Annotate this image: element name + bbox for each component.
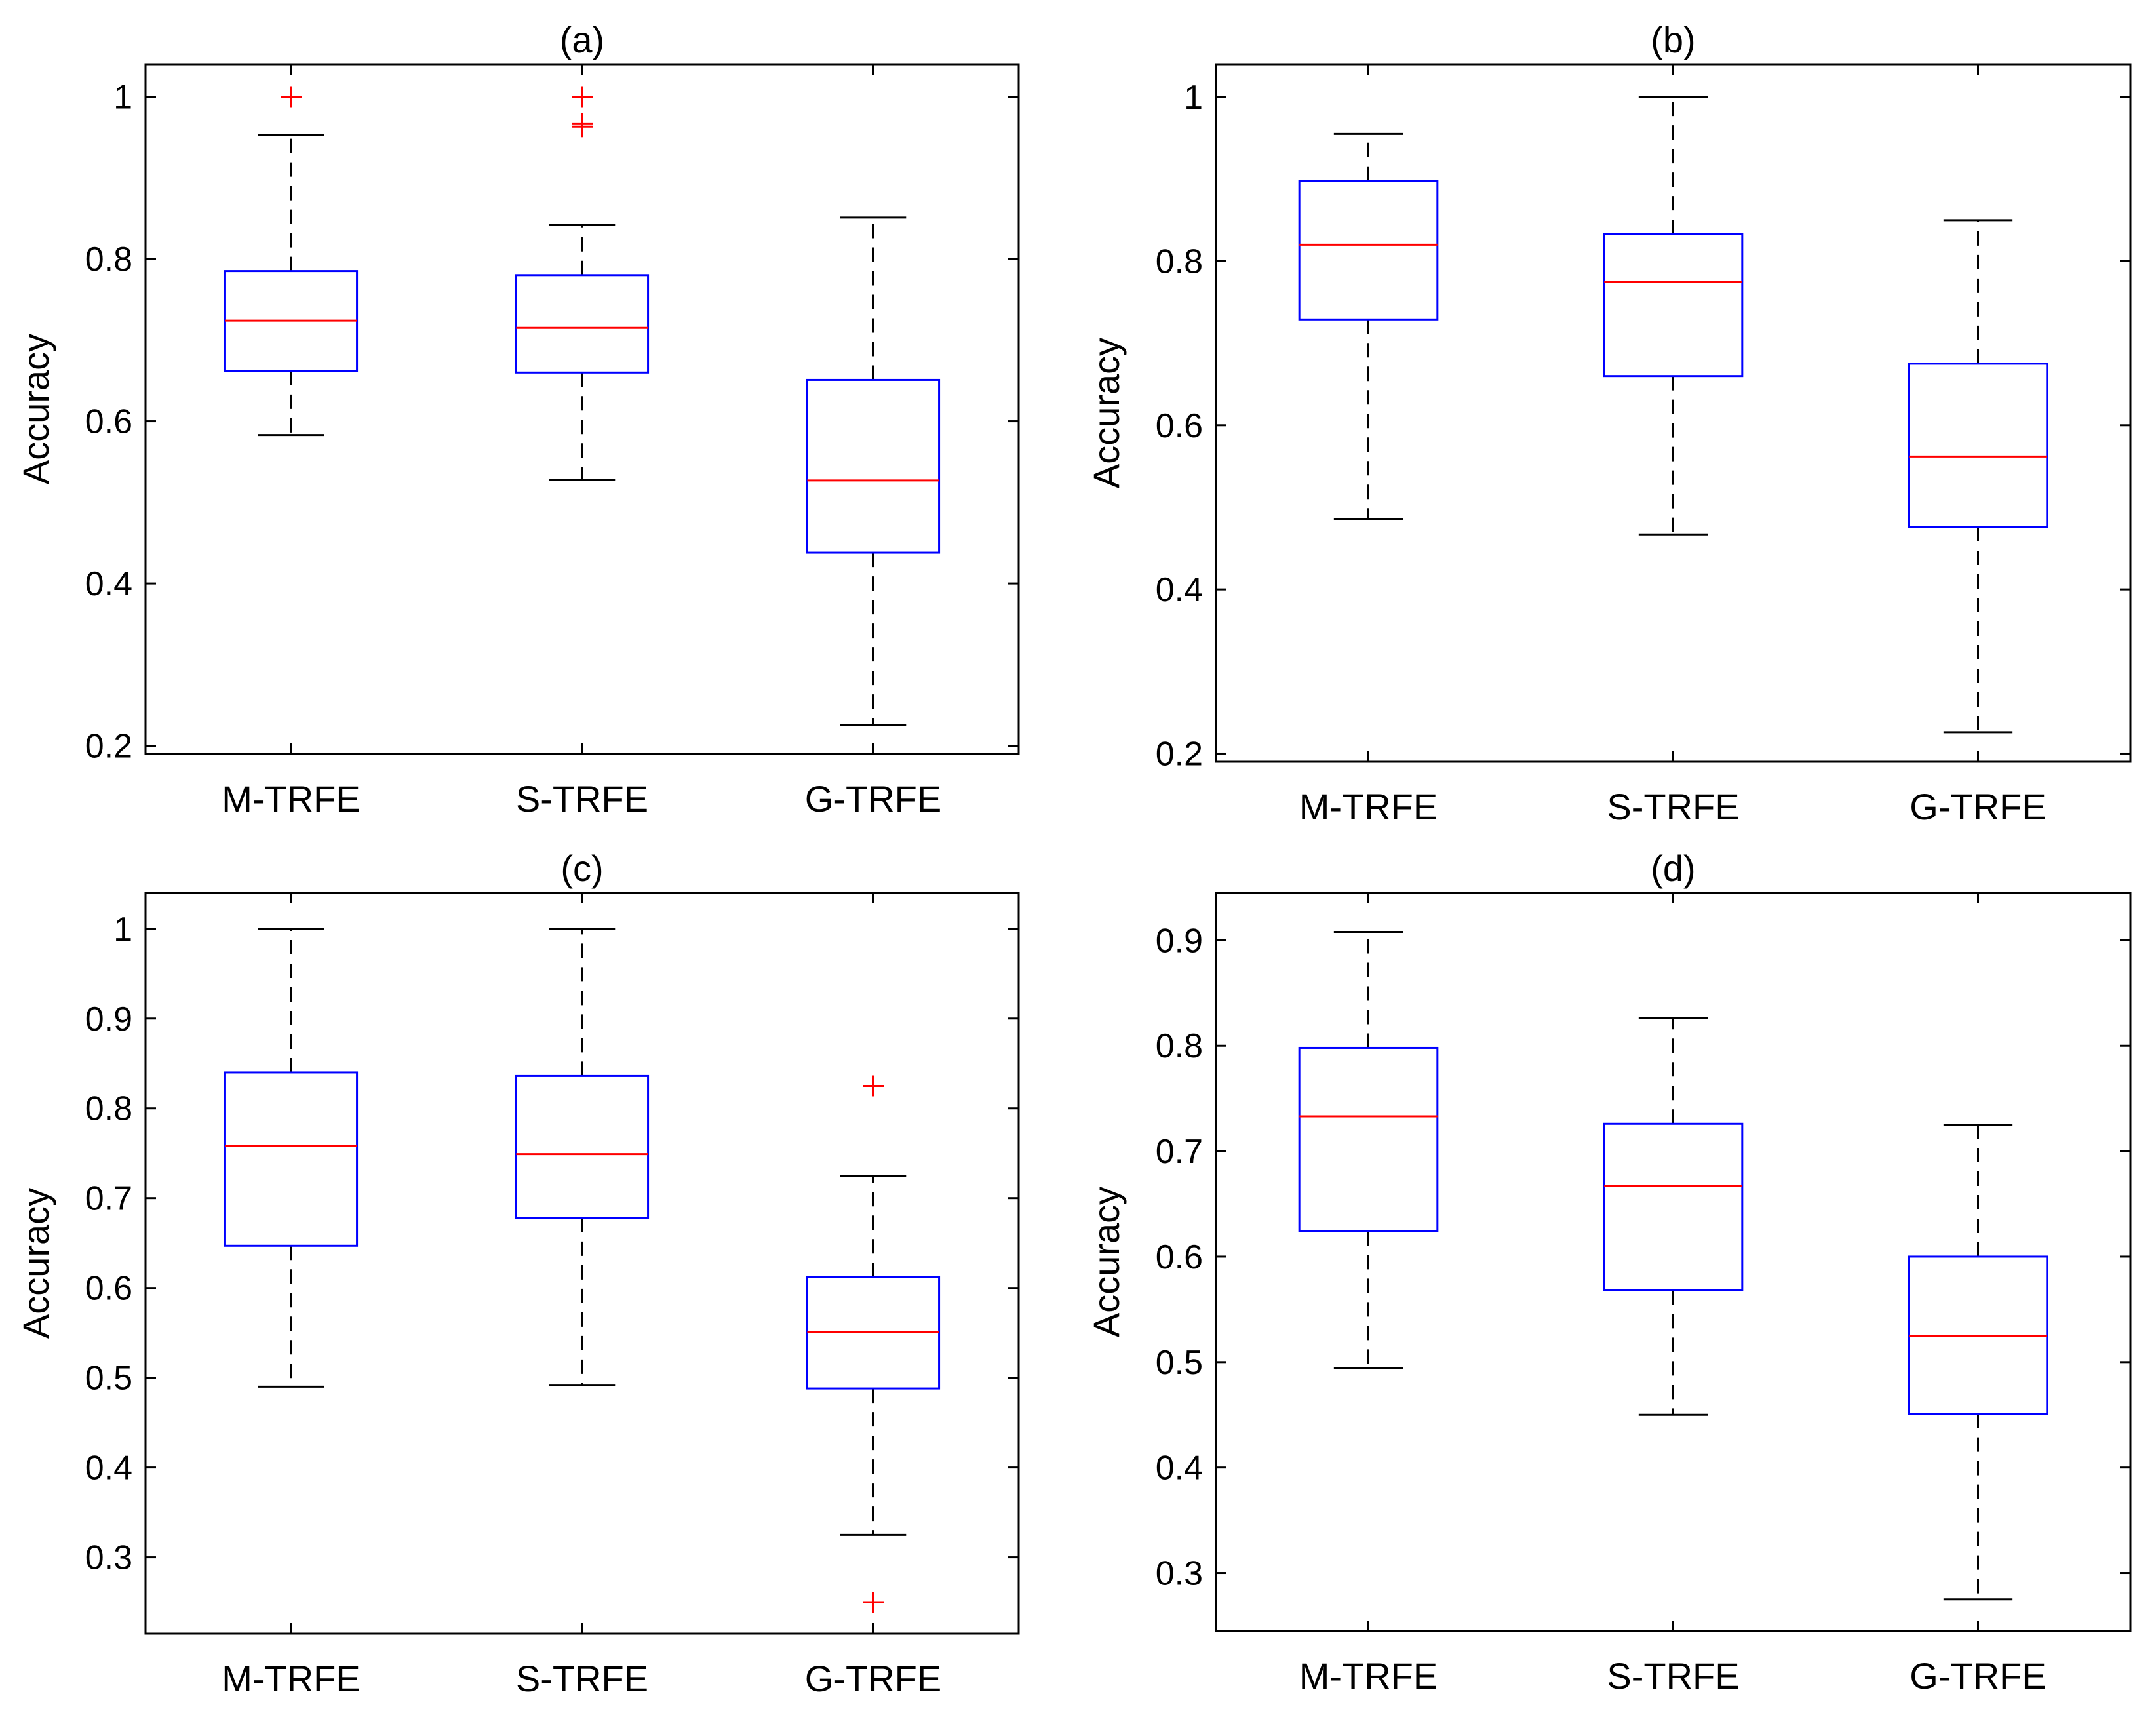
category-label: G-TRFE	[1910, 1655, 2046, 1697]
panel-b: (b) Accuracy 0.2 0.4 0.6 0.8 1 M-TRFE S-TRFE G-TR…	[1086, 19, 2132, 827]
y-axis-label: Accuracy	[15, 1188, 56, 1339]
box-s-trfe	[515, 86, 650, 481]
y-tick-label: 0.3	[1156, 1555, 1203, 1593]
category-label: M-TRFE	[222, 778, 361, 819]
y-tick-label: 0.4	[1156, 1449, 1203, 1487]
category-label: S-TRFE	[1607, 1655, 1739, 1697]
box-g-trfe	[806, 1075, 941, 1613]
y-tick-label: 0.6	[85, 403, 132, 441]
iqr-box	[1298, 180, 1439, 321]
outlier-marker	[863, 1592, 884, 1613]
y-tick-label: 1	[1184, 79, 1203, 117]
iqr-box	[1298, 1046, 1439, 1232]
chart-title: (d)	[1651, 848, 1695, 889]
outlier-marker	[863, 1075, 884, 1097]
y-tick-label: 0.3	[85, 1539, 132, 1577]
box-m-trfe	[1298, 931, 1439, 1369]
box-s-trfe	[1603, 1017, 1744, 1416]
y-tick-label: 0.8	[1156, 243, 1203, 281]
panel-a: (a) Accuracy 0.2 0.4 0.6 0.8 1 M-TRFE S-TRFE G-TR…	[15, 19, 1020, 819]
axes-frame	[1215, 892, 2132, 1632]
box-g-trfe	[806, 216, 941, 726]
box-m-trfe	[1298, 132, 1439, 520]
y-tick-label: 1	[113, 79, 132, 117]
y-tick-label: 0.5	[85, 1360, 132, 1398]
iqr-box	[515, 1074, 650, 1219]
outlier-marker	[572, 86, 593, 108]
category-label: M-TRFE	[1299, 1655, 1438, 1697]
box-m-trfe	[224, 86, 359, 437]
y-tick-label: 0.7	[85, 1180, 132, 1218]
iqr-box	[1603, 233, 1744, 378]
category-label: G-TRFE	[805, 778, 941, 819]
y-tick-label: 0.9	[85, 1000, 132, 1038]
y-axis-label: Accuracy	[1086, 1187, 1127, 1337]
y-tick-label: 0.6	[1156, 1238, 1203, 1276]
iqr-box	[1908, 363, 2048, 528]
y-axis-label: Accuracy	[15, 334, 56, 484]
y-tick-label: 1	[113, 911, 132, 949]
y-tick-label: 0.4	[85, 1449, 132, 1487]
box-m-trfe	[224, 928, 359, 1388]
box-g-trfe	[1908, 1124, 2048, 1601]
panel-c: (c) Accuracy 0.3 0.4 0.5 0.6 0.7 0.8 0.9 1 M-TRFE S…	[15, 848, 1020, 1699]
iqr-box	[515, 274, 650, 374]
category-label: S-TRFE	[516, 1658, 648, 1699]
y-tick-label: 0.8	[1156, 1027, 1203, 1065]
category-label: G-TRFE	[805, 1658, 941, 1699]
category-label: M-TRFE	[1299, 786, 1438, 827]
chart-title: (a)	[560, 19, 604, 60]
y-tick-label: 0.2	[85, 728, 132, 766]
outlier-marker	[572, 116, 593, 138]
box-g-trfe	[1908, 219, 2048, 734]
y-tick-label: 0.4	[85, 565, 132, 603]
y-tick-label: 0.4	[1156, 571, 1203, 609]
y-tick-label: 0.6	[1156, 407, 1203, 445]
category-label: S-TRFE	[1607, 786, 1739, 827]
y-tick-label: 0.5	[1156, 1344, 1203, 1382]
y-tick-label: 0.2	[1156, 735, 1203, 773]
chart-title: (b)	[1651, 19, 1695, 60]
box-s-trfe	[515, 928, 650, 1386]
y-tick-label: 0.6	[85, 1270, 132, 1308]
category-label: M-TRFE	[222, 1658, 361, 1699]
y-tick-label: 0.9	[1156, 922, 1203, 960]
outlier-marker	[281, 86, 302, 108]
iqr-box	[1603, 1122, 1744, 1291]
y-axis-label: Accuracy	[1086, 338, 1127, 488]
iqr-box	[224, 1071, 359, 1247]
y-tick-label: 0.7	[1156, 1133, 1203, 1171]
category-label: S-TRFE	[516, 778, 648, 819]
iqr-box	[806, 378, 941, 554]
category-label: G-TRFE	[1910, 786, 2046, 827]
panel-d: (d) Accuracy 0.3 0.4 0.5 0.6 0.7 0.8 0.9 M-TRFE S-…	[1086, 848, 2132, 1697]
y-tick-label: 0.8	[85, 1090, 132, 1128]
box-s-trfe	[1603, 96, 1744, 536]
y-tick-label: 0.8	[85, 241, 132, 279]
chart-title: (c)	[560, 848, 603, 889]
